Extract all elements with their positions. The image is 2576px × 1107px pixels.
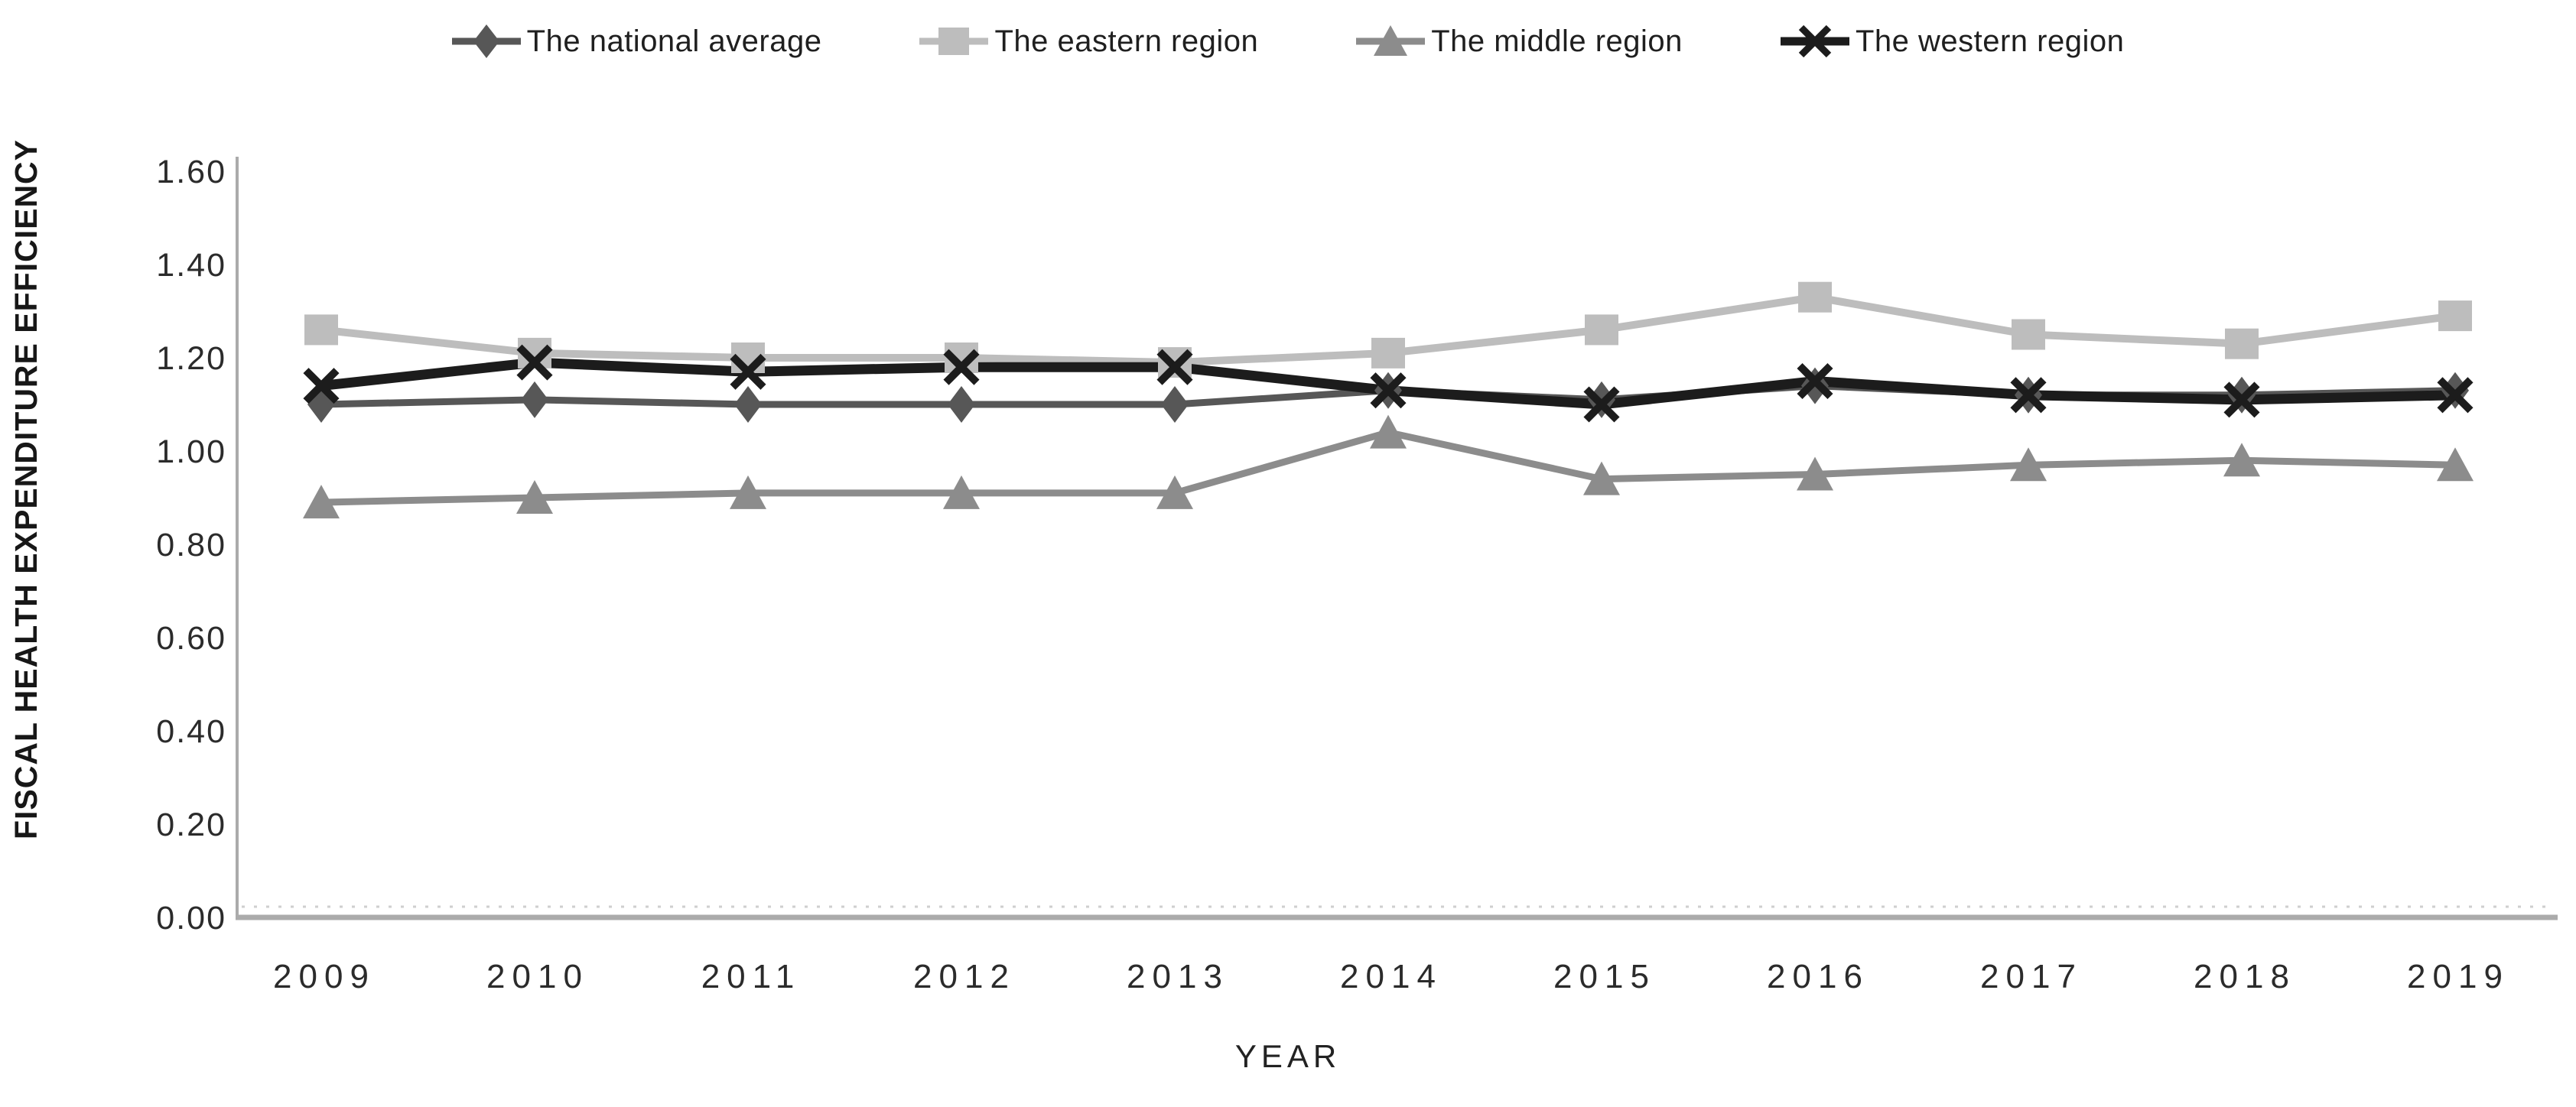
marker-the-national-average-2012 — [948, 386, 975, 423]
legend-item-the-western-region: The western region — [1780, 20, 2125, 63]
x-axis-title: YEAR — [1234, 1038, 1342, 1074]
marker-the-middle-region-2019 — [2437, 447, 2474, 482]
marker-the-western-region-2011 — [730, 353, 766, 390]
ytick-label-0.00: 0.00 — [156, 900, 226, 937]
xtick-label-2018: 2018 — [2194, 958, 2296, 995]
marker-the-national-average-2013 — [1161, 386, 1189, 423]
legend-label-the-national-average: The national average — [526, 24, 822, 58]
marker-the-eastern-region-2014 — [1371, 337, 1405, 368]
marker-the-eastern-region-2017 — [2012, 319, 2045, 350]
triangle-marker-icon — [1356, 20, 1426, 63]
chart-legend: The national average The eastern region Th… — [0, 11, 2576, 72]
legend-label-the-eastern-region: The eastern region — [994, 24, 1259, 58]
xtick-label-2014: 2014 — [1340, 958, 1442, 995]
marker-the-western-region-2012 — [943, 349, 980, 385]
legend-diamond-glyph — [473, 24, 499, 58]
marker-the-western-region-2019 — [2437, 377, 2474, 414]
marker-the-western-region-2014 — [1370, 372, 1407, 409]
xtick-label-2012: 2012 — [913, 958, 1016, 995]
square-marker-icon — [919, 20, 989, 63]
marker-the-middle-region-2010 — [516, 480, 553, 514]
marker-the-middle-region-2009 — [303, 485, 340, 519]
marker-the-national-average-2010 — [521, 381, 548, 418]
marker-the-western-region-2009 — [303, 368, 340, 404]
marker-the-western-region-2015 — [1583, 386, 1620, 423]
marker-the-middle-region-2012 — [943, 475, 980, 509]
legend-item-the-middle-region: The middle region — [1356, 20, 1683, 63]
marker-the-eastern-region-2009 — [304, 314, 338, 346]
marker-the-middle-region-2014 — [1370, 414, 1407, 449]
ytick-label-0.40: 0.40 — [156, 713, 226, 750]
xtick-label-2011: 2011 — [701, 958, 802, 995]
ytick-label-1.40: 1.40 — [156, 247, 226, 284]
legend-label-the-western-region: The western region — [1855, 24, 2125, 58]
marker-the-eastern-region-2015 — [1585, 314, 1618, 346]
marker-the-eastern-region-2019 — [2438, 300, 2472, 332]
legend-label-the-middle-region: The middle region — [1431, 24, 1683, 58]
xtick-label-2010: 2010 — [486, 958, 589, 995]
marker-the-western-region-2018 — [2223, 381, 2260, 418]
ytick-label-0.80: 0.80 — [156, 527, 226, 563]
xtick-label-2019: 2019 — [2407, 958, 2509, 995]
xtick-label-2017: 2017 — [1980, 958, 2083, 995]
xtick-label-2009: 2009 — [273, 958, 376, 995]
ytick-label-0.60: 0.60 — [156, 620, 226, 657]
legend-item-the-eastern-region: The eastern region — [919, 20, 1258, 63]
marker-the-middle-region-2015 — [1583, 461, 1620, 495]
xtick-label-2013: 2013 — [1127, 958, 1229, 995]
ytick-label-1.00: 1.00 — [156, 433, 226, 470]
ytick-label-0.20: 0.20 — [156, 807, 226, 843]
marker-the-western-region-2017 — [2010, 377, 2047, 414]
legend-x-glyph — [1798, 24, 1832, 58]
x-marker-icon — [1780, 20, 1849, 63]
ytick-label-1.20: 1.20 — [156, 340, 226, 377]
legend-triangle-glyph — [1374, 25, 1408, 56]
marker-the-western-region-2010 — [516, 344, 553, 381]
marker-the-western-region-2013 — [1156, 349, 1193, 385]
xtick-label-2015: 2015 — [1553, 958, 1656, 995]
ytick-label-1.60: 1.60 — [156, 154, 226, 190]
marker-the-national-average-2011 — [734, 386, 762, 423]
legend-item-the-national-average: The national average — [451, 20, 822, 63]
xtick-label-2016: 2016 — [1767, 958, 1869, 995]
marker-the-middle-region-2017 — [2010, 447, 2047, 482]
marker-the-middle-region-2016 — [1797, 456, 1833, 491]
marker-the-eastern-region-2018 — [2225, 328, 2259, 359]
marker-the-middle-region-2011 — [730, 475, 766, 509]
diamond-marker-icon — [451, 20, 521, 63]
legend-square-glyph — [938, 28, 970, 55]
y-axis-title: FISCAL HEALTH EXPENDITURE EFFICIENCY — [8, 138, 44, 840]
marker-the-eastern-region-2016 — [1798, 281, 1832, 313]
marker-the-western-region-2016 — [1797, 362, 1833, 400]
marker-the-middle-region-2018 — [2223, 443, 2260, 477]
marker-the-middle-region-2013 — [1156, 475, 1193, 509]
